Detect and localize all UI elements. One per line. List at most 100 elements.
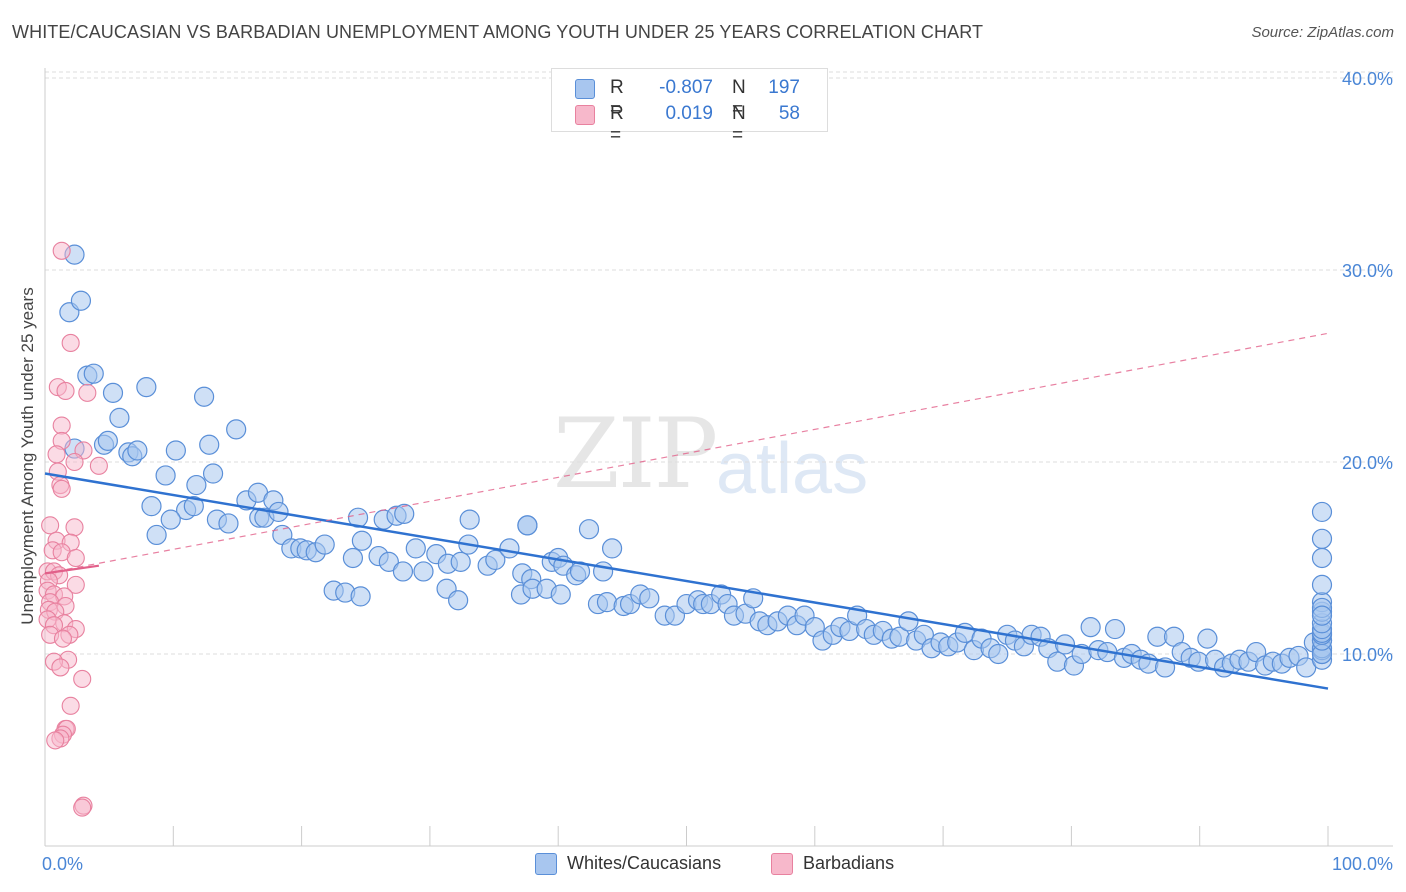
whites-point bbox=[314, 534, 335, 555]
whites-point bbox=[218, 513, 239, 534]
stats-swatch-barbadians bbox=[575, 105, 595, 125]
legend-label-whites: Whites/Caucasians bbox=[567, 853, 722, 873]
barbadians-point bbox=[56, 381, 75, 401]
whites-point bbox=[413, 561, 434, 582]
whites-point bbox=[378, 551, 399, 572]
whites-point bbox=[550, 584, 571, 605]
whites-point bbox=[146, 524, 167, 546]
y-tick-label: 30.0% bbox=[1342, 261, 1393, 281]
whites-point bbox=[596, 592, 618, 613]
whites-point bbox=[601, 538, 623, 559]
whites-point bbox=[155, 465, 176, 486]
series-whites-points bbox=[59, 244, 1333, 678]
whites-trendline bbox=[44, 472, 1329, 690]
whites-point bbox=[136, 377, 157, 398]
whites-point bbox=[1197, 628, 1218, 649]
barbadians-point bbox=[73, 669, 92, 689]
whites-point bbox=[499, 538, 520, 559]
whites-point bbox=[199, 434, 220, 455]
barbadians-point bbox=[89, 456, 108, 475]
stats-swatch-whites bbox=[575, 79, 595, 99]
x-tick-label: 0.0% bbox=[42, 854, 83, 874]
legend-swatch-whites bbox=[535, 853, 557, 875]
whites-point bbox=[1311, 547, 1333, 569]
whites-point bbox=[485, 549, 506, 571]
barbadians-point bbox=[61, 333, 80, 353]
n-label: N = bbox=[732, 77, 746, 120]
x-tick-label: 100.0% bbox=[1332, 854, 1393, 874]
whites-point bbox=[160, 509, 181, 530]
barbadians-point bbox=[52, 241, 71, 260]
whites-point bbox=[165, 440, 186, 461]
whites-point bbox=[102, 382, 124, 403]
whites-point bbox=[450, 551, 471, 572]
grid-layer bbox=[45, 71, 1393, 655]
barbadians-point bbox=[61, 696, 80, 715]
whites-point bbox=[193, 386, 215, 407]
whites-point bbox=[898, 611, 919, 632]
barbadians-point bbox=[46, 731, 65, 750]
whites-point bbox=[83, 363, 104, 384]
whites-point bbox=[350, 586, 371, 607]
whites-point bbox=[342, 547, 364, 569]
legend-swatch-barbadians bbox=[771, 853, 793, 875]
r-value: -0.807 bbox=[659, 77, 713, 98]
whites-point bbox=[183, 496, 204, 517]
barbadians-point bbox=[52, 479, 71, 498]
r-value: 0.019 bbox=[665, 103, 713, 124]
whites-point bbox=[1311, 574, 1333, 595]
legend-label-barbadians: Barbadians bbox=[803, 853, 895, 873]
barbadians-point bbox=[66, 548, 85, 568]
y-tick-label: 20.0% bbox=[1342, 453, 1393, 473]
n-value: 197 bbox=[768, 77, 800, 98]
whites-point bbox=[109, 407, 130, 428]
whites-point bbox=[97, 430, 118, 451]
whites-point bbox=[1311, 528, 1333, 549]
whites-point bbox=[392, 561, 414, 582]
whites-point bbox=[1047, 651, 1068, 672]
whites-point bbox=[578, 519, 600, 540]
tick-layer: 10.0% 20.0% 30.0% 40.0% 0.0% 100.0% bbox=[42, 69, 1393, 874]
whites-point bbox=[226, 419, 247, 440]
whites-point bbox=[1080, 617, 1101, 638]
series-barbadians-points bbox=[38, 241, 108, 817]
whites-point bbox=[1311, 605, 1333, 626]
y-tick-label: 40.0% bbox=[1342, 69, 1393, 89]
barbadians-point bbox=[47, 445, 66, 464]
whites-point bbox=[186, 474, 207, 496]
whites-point bbox=[394, 503, 415, 524]
r-label: R = bbox=[610, 103, 624, 146]
barbadians-trendline-extended bbox=[44, 332, 1329, 574]
barbadians-point bbox=[41, 516, 60, 535]
whites-point bbox=[351, 530, 373, 551]
whites-point bbox=[1104, 618, 1126, 640]
watermark-zip: ZIP bbox=[553, 398, 718, 510]
n-value: 58 bbox=[778, 103, 800, 124]
stats-box: R = -0.807 N = 197 R = 0.019 N = 58 bbox=[551, 68, 828, 146]
whites-point bbox=[1311, 501, 1333, 523]
whites-point bbox=[448, 590, 469, 611]
barbadians-point bbox=[53, 629, 73, 648]
barbadians-point bbox=[73, 798, 92, 817]
trend-layer bbox=[44, 332, 1329, 690]
whites-point bbox=[517, 515, 538, 536]
whites-point bbox=[202, 463, 224, 484]
barbadians-point bbox=[65, 452, 84, 472]
whites-point bbox=[988, 643, 1009, 665]
chart-source: Source: ZipAtlas.com bbox=[1251, 24, 1394, 41]
barbadians-trendline bbox=[44, 564, 100, 575]
barbadians-point bbox=[78, 383, 97, 402]
watermark-atlas: atlas bbox=[716, 429, 869, 509]
barbadians-point bbox=[52, 416, 71, 435]
axes-layer bbox=[44, 68, 1393, 847]
barbadians-point bbox=[51, 658, 70, 677]
barbadians-point bbox=[65, 518, 84, 537]
barbadians-point bbox=[66, 575, 85, 594]
r-label: R = bbox=[610, 77, 624, 120]
whites-point bbox=[459, 509, 480, 530]
chart-title: WHITE/CAUCASIAN VS BARBADIAN UNEMPLOYMEN… bbox=[12, 22, 984, 42]
whites-point bbox=[127, 440, 148, 461]
whites-point bbox=[70, 290, 92, 311]
y-tick-label: 10.0% bbox=[1342, 645, 1393, 665]
